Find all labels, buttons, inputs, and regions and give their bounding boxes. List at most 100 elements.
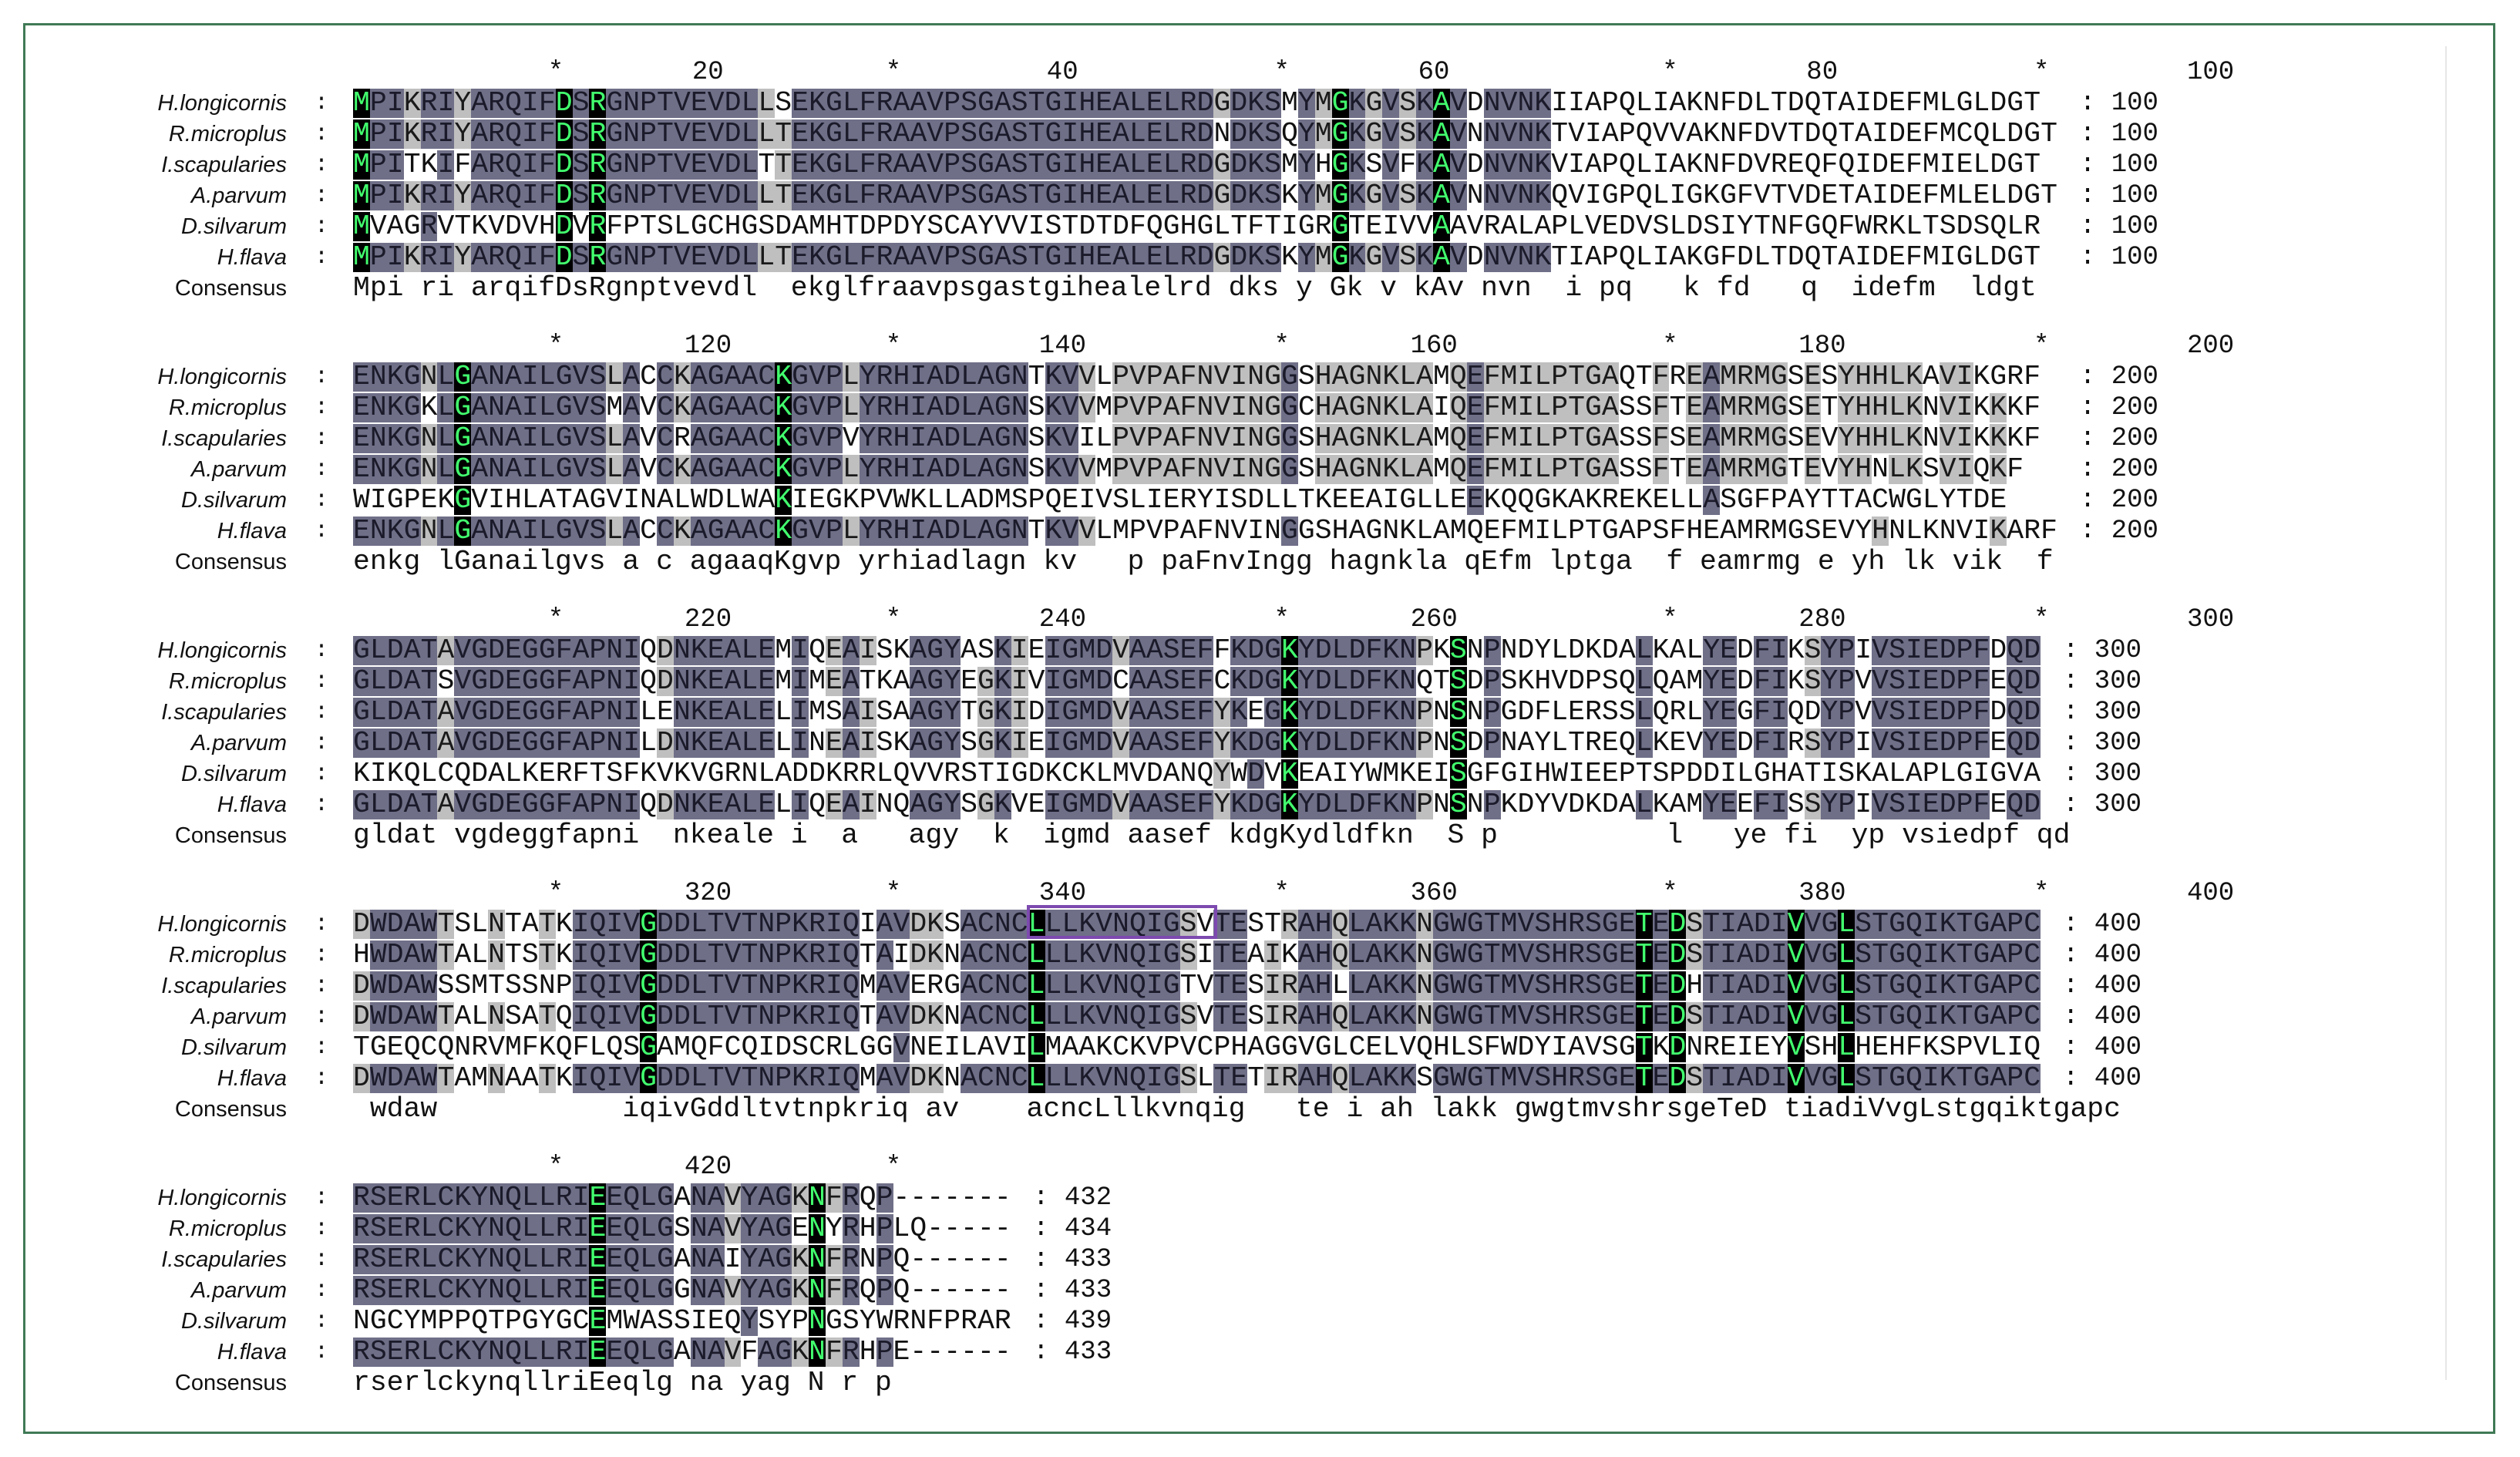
sequence-row: DWDAWTALNSATQIQIVGDDLTVTNPKRIQTAVDKNACNC… bbox=[353, 1001, 2041, 1032]
ruler-number: 60 bbox=[1418, 58, 1450, 87]
residue-count: : 300 bbox=[2063, 667, 2142, 696]
species-label: D.silvarum bbox=[181, 1035, 287, 1060]
sequence-row: MPIKRIYARQIFDSRGNPTVEVDLLTEKGLFRAAVPSGAS… bbox=[353, 241, 2041, 273]
species-label: H.longicornis bbox=[157, 912, 287, 937]
row-separator: : bbox=[315, 1247, 329, 1273]
residue-count: : 300 bbox=[2063, 759, 2142, 789]
sequence-row: GLDATSVGDEGGFAPNIQDNKEALEMIMEATKAAGYEGKI… bbox=[353, 665, 2041, 697]
species-label: H.flava bbox=[217, 245, 287, 270]
residue-count: : 433 bbox=[1033, 1245, 1112, 1274]
sequence-row: KIKQLCQDALKERFTSFKVKVGRNLADDKRRLQVVRSTIG… bbox=[353, 758, 2041, 789]
residue-count: : 300 bbox=[2063, 728, 2142, 758]
ruler-star: * bbox=[885, 605, 902, 634]
consensus-label: Consensus bbox=[174, 1371, 287, 1395]
species-label: R.microplus bbox=[168, 669, 287, 694]
ruler-star: * bbox=[1273, 605, 1290, 634]
ruler-star: * bbox=[2034, 331, 2050, 361]
residue-count: : 200 bbox=[2079, 362, 2158, 392]
sequence-row: MPIKRIYARQIFDSRGNPTVEVDLLTEKGLFRAAVPSGAS… bbox=[353, 180, 2057, 211]
species-label: H.longicornis bbox=[157, 638, 287, 663]
ruler-number: 400 bbox=[2187, 879, 2235, 908]
row-separator: : bbox=[315, 244, 329, 271]
sequence-row: RSERLCKYNQLLRIEEQLGANAIYAGKNFRNPQ------ bbox=[353, 1243, 1011, 1275]
ruler-number: 120 bbox=[684, 331, 732, 361]
position-ruler: * 20 * 40 * 60 * 80 * 100 bbox=[353, 58, 2234, 89]
row-separator: : bbox=[315, 487, 329, 513]
sequence-row: ENKGNLGANAILGVSLAVCKAGAACKGVPLYRHIADLAGN… bbox=[353, 453, 2024, 485]
ruler-star: * bbox=[885, 58, 902, 87]
ruler-star: * bbox=[1662, 605, 1678, 634]
consensus-label: Consensus bbox=[174, 276, 287, 301]
ruler-star: * bbox=[1273, 331, 1290, 361]
row-separator: : bbox=[315, 1185, 329, 1211]
row-separator: : bbox=[315, 730, 329, 756]
residue-count: : 434 bbox=[1033, 1214, 1112, 1243]
row-separator: : bbox=[315, 1216, 329, 1242]
ruler-star: * bbox=[1273, 879, 1290, 908]
species-label: R.microplus bbox=[168, 395, 287, 420]
residue-count: : 100 bbox=[2079, 119, 2158, 149]
species-label: H.flava bbox=[217, 1066, 287, 1091]
residue-count: : 300 bbox=[2063, 636, 2142, 665]
sequence-row: NGCYMPPQTPGYGCEMWASSIEQYSYPNGSYWRNFPRAR bbox=[353, 1305, 1011, 1337]
sequence-row: GLDATAVGDEGGFAPNILENKEALELIMSAISAAGYTGKI… bbox=[353, 696, 2041, 728]
species-label: H.flava bbox=[217, 1340, 287, 1364]
residue-count: : 200 bbox=[2079, 393, 2158, 422]
row-separator: : bbox=[315, 1035, 329, 1061]
consensus-sequence: rserlckynqllriEeqlg na yag N r p bbox=[353, 1367, 892, 1398]
row-separator: : bbox=[315, 668, 329, 695]
consensus-label: Consensus bbox=[174, 1097, 287, 1122]
residue-count: : 100 bbox=[2079, 150, 2158, 180]
species-label: I.scapularies bbox=[161, 700, 287, 725]
ruler-star: * bbox=[885, 1152, 902, 1182]
sequence-row: MPIKRIYARQIFDSRGNPTVEVDLLSEKGLFRAAVPSGAS… bbox=[353, 87, 2041, 119]
sequence-row: RSERLCKYNQLLRIEEQLGGNAVYAGKNFRQPQ------ bbox=[353, 1274, 1011, 1306]
sequence-row: MPIKRIYARQIFDSRGNPTVEVDLLTEKGLFRAAVPSGAS… bbox=[353, 118, 2057, 150]
residue-count: : 200 bbox=[2079, 517, 2158, 546]
sequence-row: WIGPEKGVIHLATAGVINALWDLWAKIEGKPVWKLLADMS… bbox=[353, 484, 2007, 516]
residue-count: : 432 bbox=[1033, 1183, 1112, 1213]
position-ruler: * 320 * 340 * 360 * 380 * 400 bbox=[353, 879, 2234, 910]
ruler-star: * bbox=[1273, 58, 1290, 87]
sequence-row: RSERLCKYNQLLRIEEQLGSNAVYAGENYRHPLQ----- bbox=[353, 1213, 1011, 1244]
row-separator: : bbox=[315, 911, 329, 937]
consensus-sequence: Mpi ri arqifDsRgnptvevdl ekglfraavpsgast… bbox=[353, 272, 2037, 304]
ruler-number: 160 bbox=[1410, 331, 1458, 361]
species-label: H.longicornis bbox=[157, 1186, 287, 1210]
ruler-number: 280 bbox=[1798, 605, 1846, 634]
row-separator: : bbox=[315, 761, 329, 787]
species-label: R.microplus bbox=[168, 122, 287, 146]
row-separator: : bbox=[315, 638, 329, 664]
residue-count: : 433 bbox=[1033, 1276, 1112, 1305]
residue-count: : 400 bbox=[2063, 1002, 2142, 1031]
row-separator: : bbox=[315, 1339, 329, 1365]
sequence-row: ENKGNLGANAILGVSLAVCRAGAACKGVPVYRHIADLAGN… bbox=[353, 422, 2041, 454]
ruler-number: 420 bbox=[684, 1152, 732, 1182]
species-label: I.scapularies bbox=[161, 426, 287, 451]
species-label: D.silvarum bbox=[181, 488, 287, 513]
sequence-row: GLDATAVGDEGGFAPNIQDNKEALELIQEAINQAGYSGKV… bbox=[353, 789, 2041, 820]
ruler-number: 380 bbox=[1798, 879, 1846, 908]
position-ruler: * 120 * 140 * 160 * 180 * 200 bbox=[353, 331, 2234, 362]
ruler-star: * bbox=[2034, 605, 2050, 634]
ruler-star: * bbox=[547, 879, 564, 908]
position-ruler: * 220 * 240 * 260 * 280 * 300 bbox=[353, 605, 2234, 636]
species-label: D.silvarum bbox=[181, 762, 287, 786]
ruler-star: * bbox=[547, 605, 564, 634]
residue-count: : 200 bbox=[2079, 424, 2158, 453]
species-label: D.silvarum bbox=[181, 1309, 287, 1334]
ruler-star: * bbox=[2034, 58, 2050, 87]
species-label: A.parvum bbox=[190, 1278, 287, 1303]
sequence-row: MPITKIFARQIFDSRGNPTVEVDLTTEKGLFRAAVPSGAS… bbox=[353, 149, 2041, 180]
species-label: A.parvum bbox=[190, 457, 287, 482]
ruler-star: * bbox=[885, 879, 902, 908]
ruler-number: 240 bbox=[1038, 605, 1087, 634]
ruler-number: 340 bbox=[1038, 879, 1087, 908]
species-label: A.parvum bbox=[190, 1004, 287, 1029]
ruler-number: 360 bbox=[1410, 879, 1458, 908]
sequence-row: ENKGKLGANAILGVSMAVCKAGAACKGVPLYRHIADLAGN… bbox=[353, 392, 2041, 423]
row-separator: : bbox=[315, 183, 329, 209]
ruler-number: 40 bbox=[1046, 58, 1078, 87]
ruler-star: * bbox=[1662, 879, 1678, 908]
row-separator: : bbox=[315, 456, 329, 483]
